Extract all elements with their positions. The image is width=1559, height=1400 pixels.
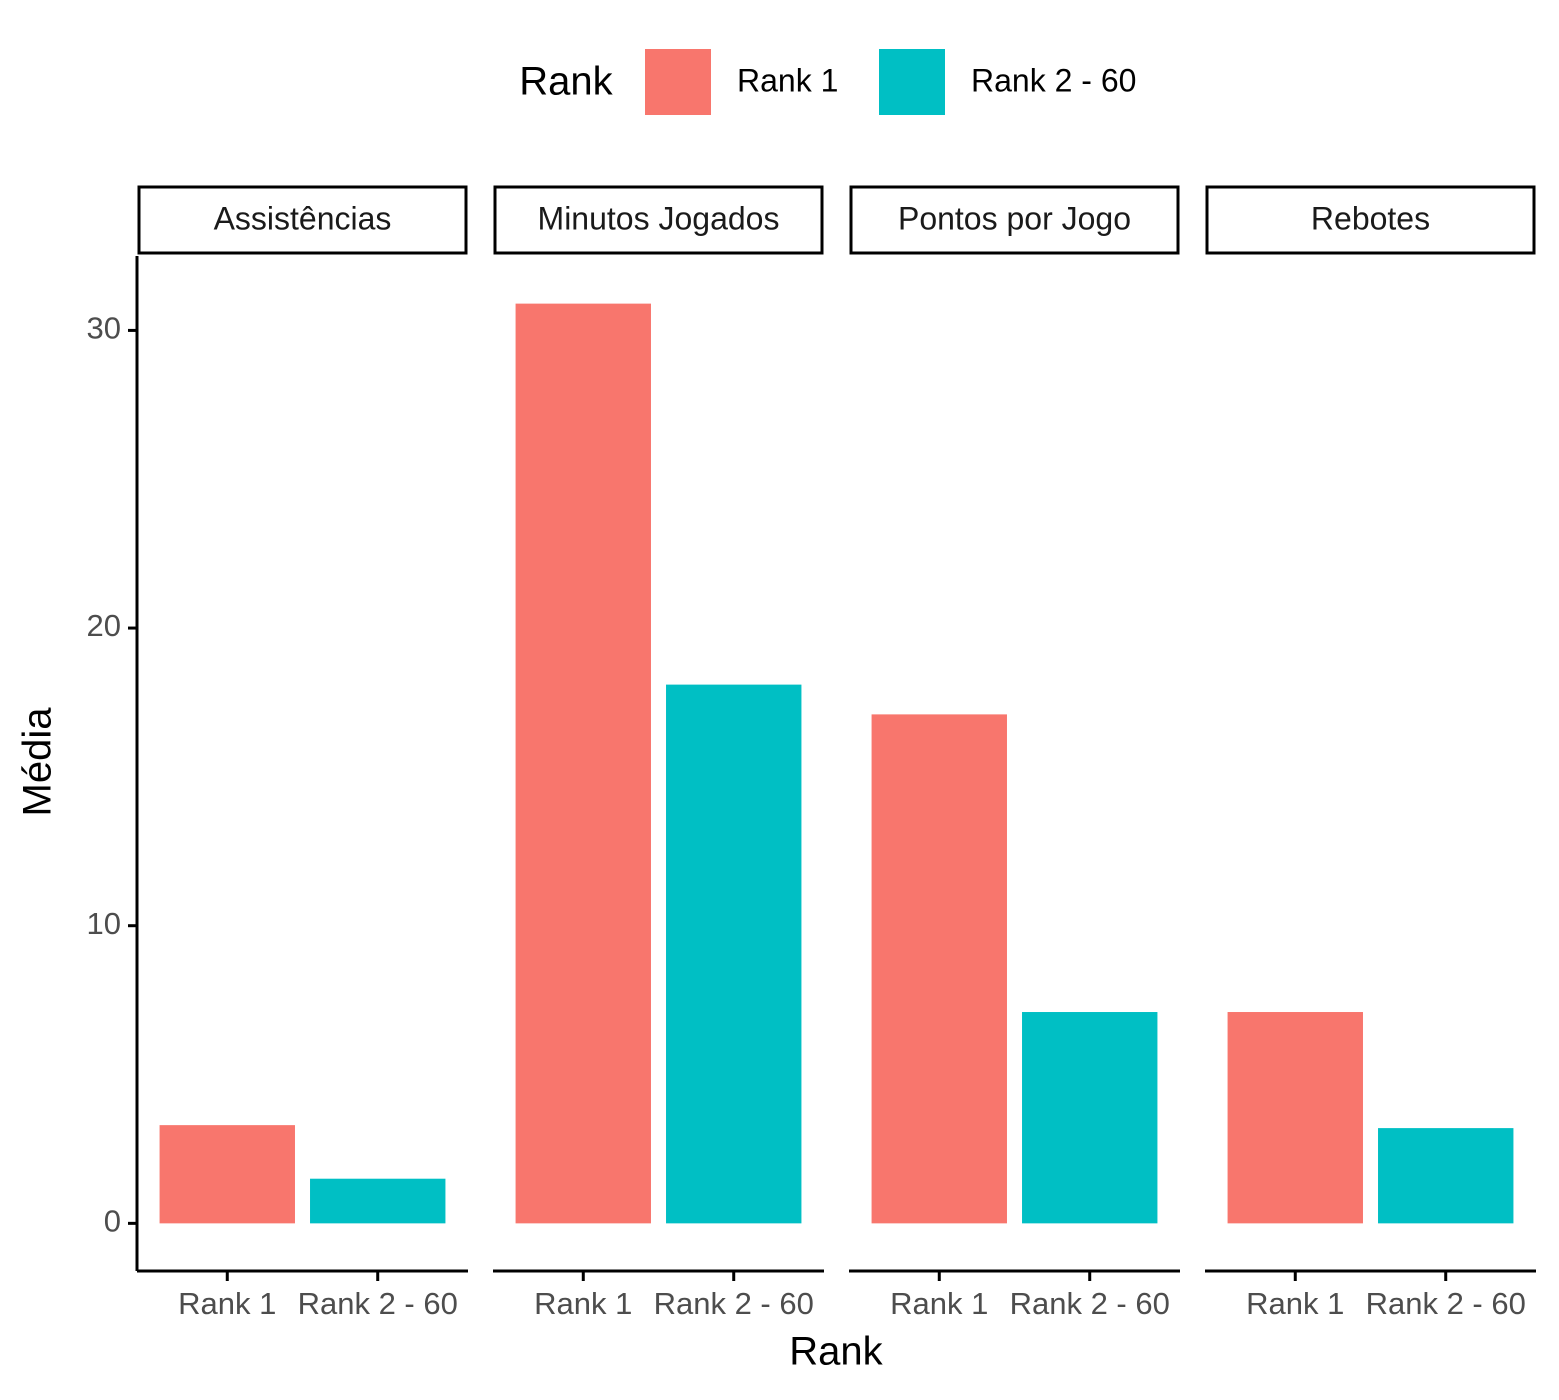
legend-label: Rank 2 - 60: [971, 62, 1136, 98]
y-tick-label: 0: [104, 1204, 121, 1239]
bar: [1378, 1128, 1514, 1224]
bar: [666, 684, 802, 1224]
x-tick-label: Rank 1: [178, 1286, 276, 1321]
legend-key: [879, 49, 945, 115]
y-axis-title: Média: [16, 707, 60, 817]
bar: [310, 1178, 446, 1224]
x-tick-label: Rank 2 - 60: [298, 1286, 458, 1321]
x-tick-label: Rank 1: [1246, 1286, 1344, 1321]
bar: [515, 303, 651, 1224]
x-tick-label: Rank 1: [534, 1286, 632, 1321]
facet-label: Assistências: [214, 200, 392, 236]
facet-label: Minutos Jogados: [538, 200, 780, 236]
x-tick-label: Rank 2 - 60: [654, 1286, 814, 1321]
x-tick-label: Rank 1: [890, 1286, 988, 1321]
facet-strip: [137, 185, 468, 255]
bar: [1022, 1012, 1158, 1224]
x-axis-title: Rank: [789, 1330, 883, 1374]
x-tick-label: Rank 2 - 60: [1010, 1286, 1170, 1321]
facet-label: Rebotes: [1311, 200, 1430, 236]
facet-strip: [1205, 185, 1536, 255]
facet-label: Pontos por Jogo: [898, 200, 1131, 236]
bar: [1227, 1012, 1363, 1224]
y-tick-label: 10: [87, 906, 121, 941]
bar: [871, 714, 1007, 1224]
y-tick-label: 20: [87, 608, 121, 643]
legend-title: Rank: [519, 60, 613, 104]
facet-strip: [493, 185, 824, 255]
y-tick-label: 30: [87, 311, 121, 346]
bar: [159, 1125, 295, 1224]
facet-strip: [849, 185, 1180, 255]
legend-key: [645, 49, 711, 115]
legend-label: Rank 1: [737, 62, 838, 98]
x-tick-label: Rank 2 - 60: [1366, 1286, 1526, 1321]
